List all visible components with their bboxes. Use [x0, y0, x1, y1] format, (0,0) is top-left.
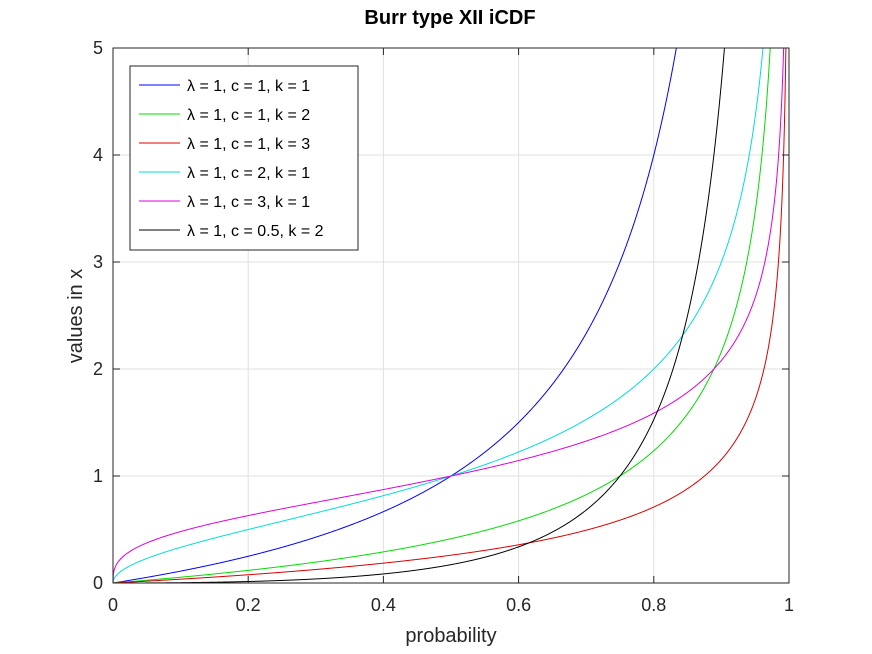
legend-label: λ = 1, c = 1, k = 1	[187, 78, 310, 95]
y-tick-label: 1	[93, 466, 103, 486]
x-tick-label: 1	[784, 595, 794, 615]
grid	[112, 47, 790, 584]
x-tick-label: 0.8	[641, 595, 666, 615]
series-line-1	[112, 47, 677, 584]
y-tick-label: 4	[93, 145, 103, 165]
x-tick-label: 0	[108, 595, 118, 615]
y-tick-label: 3	[93, 252, 103, 272]
legend-label: λ = 1, c = 1, k = 2	[187, 107, 310, 124]
legend-label: λ = 1, c = 3, k = 1	[187, 194, 310, 211]
legend-label: λ = 1, c = 0.5, k = 2	[187, 223, 324, 240]
series-layer	[112, 47, 787, 584]
legend: λ = 1, c = 1, k = 1 λ = 1, c = 1, k = 2 λ …	[129, 65, 359, 251]
x-tick-label: 0.2	[236, 595, 261, 615]
ticks: 0 0.2 0.4 0.6 0.8 1 0 1 2 3 4 5	[93, 38, 794, 615]
legend-box	[129, 65, 359, 251]
x-tick-label: 0.6	[506, 595, 531, 615]
legend-label: λ = 1, c = 2, k = 1	[187, 165, 310, 182]
y-tick-label: 2	[93, 359, 103, 379]
legend-label: λ = 1, c = 1, k = 3	[187, 136, 310, 153]
series-line-2	[112, 47, 771, 584]
chart-title: Burr type XII iCDF	[364, 7, 535, 29]
x-tick-label: 0.4	[371, 595, 396, 615]
y-tick-label: 5	[93, 38, 103, 58]
series-line-6	[113, 47, 725, 584]
y-axis-title: values in x	[65, 269, 87, 364]
series-line-4	[112, 47, 764, 584]
x-axis-title: probability	[405, 625, 496, 647]
series-line-5	[112, 47, 785, 584]
plot-frame	[112, 47, 790, 584]
series-line-3	[112, 47, 787, 584]
y-tick-label: 0	[93, 573, 103, 593]
